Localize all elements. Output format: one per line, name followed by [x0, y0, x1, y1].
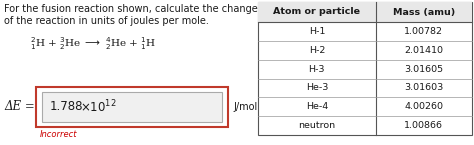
Text: 1.00782: 1.00782 [404, 27, 443, 36]
Bar [258, 2, 472, 22]
Text: Incorrect: Incorrect [40, 130, 78, 139]
Bar [258, 2, 472, 135]
Text: J/mol: J/mol [233, 102, 257, 112]
Text: Mass (amu): Mass (amu) [393, 8, 455, 17]
Text: 2.01410: 2.01410 [404, 46, 443, 55]
Bar [36, 87, 228, 127]
Text: Atom or particle: Atom or particle [273, 8, 360, 17]
Text: He-4: He-4 [306, 102, 328, 111]
Text: 1.00866: 1.00866 [404, 121, 443, 130]
Text: For the fusion reaction shown, calculate the change in energy: For the fusion reaction shown, calculate… [4, 4, 307, 14]
Text: $^2_1$H + $^3_2$He $\longrightarrow$ $^4_2$He + $^1_1$H: $^2_1$H + $^3_2$He $\longrightarrow$ $^4… [30, 35, 156, 52]
Text: 4.00260: 4.00260 [404, 102, 443, 111]
Text: H-2: H-2 [309, 46, 325, 55]
Text: $\times$10$^{12}$: $\times$10$^{12}$ [80, 99, 117, 115]
Text: He-3: He-3 [306, 83, 328, 92]
Text: 3.01605: 3.01605 [404, 65, 443, 74]
Bar [42, 92, 222, 122]
Text: H-3: H-3 [309, 65, 325, 74]
Text: 3.01603: 3.01603 [404, 83, 444, 92]
Text: of the reaction in units of joules per mole.: of the reaction in units of joules per m… [4, 16, 209, 26]
Text: H-1: H-1 [309, 27, 325, 36]
Text: neutron: neutron [298, 121, 336, 130]
Text: 1.788: 1.788 [50, 100, 83, 114]
Text: ΔE =: ΔE = [4, 100, 35, 114]
